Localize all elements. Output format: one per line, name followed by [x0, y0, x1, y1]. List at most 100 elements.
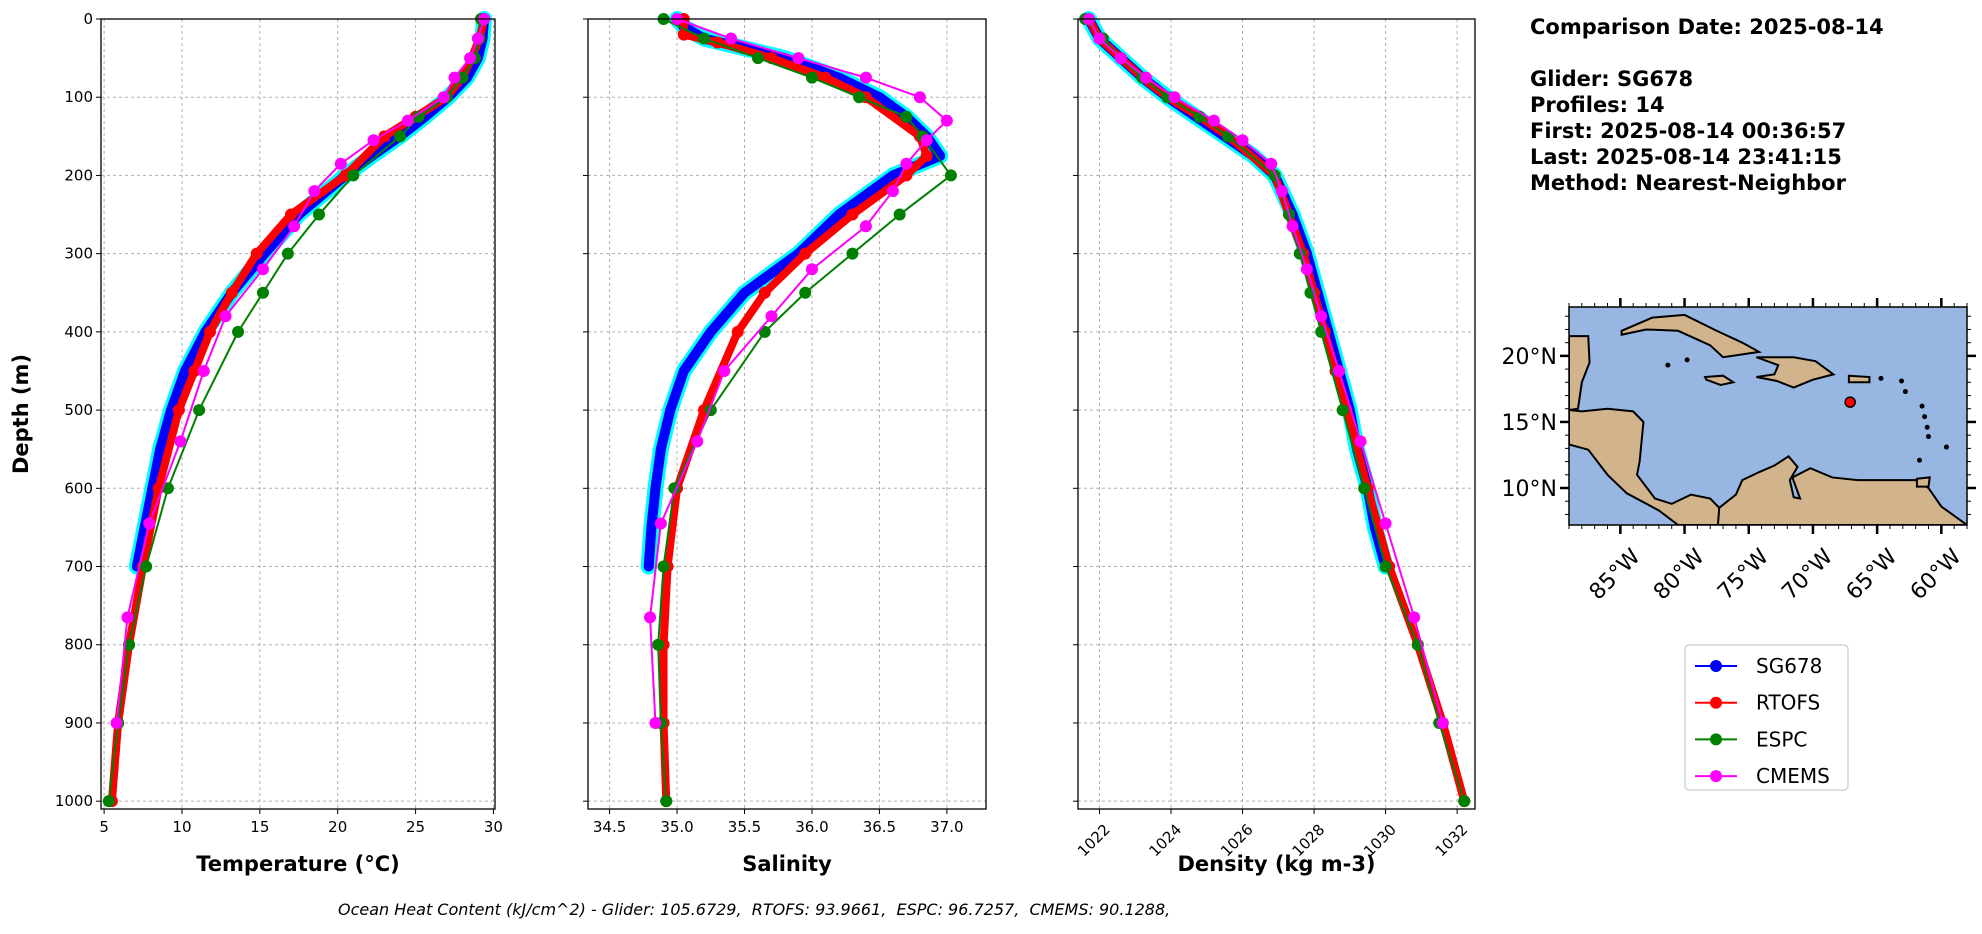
- data-point-cmems: [1207, 114, 1220, 127]
- data-point-cmems: [1275, 185, 1288, 198]
- legend-label: RTOFS: [1756, 691, 1820, 715]
- map-lon-tick-label: 70°W: [1777, 544, 1838, 605]
- data-point-espc: [161, 482, 174, 495]
- data-point-espc: [140, 560, 153, 573]
- data-point-rtofs: [284, 208, 297, 221]
- data-point-cmems: [725, 32, 738, 45]
- data-point-espc: [123, 638, 136, 651]
- data-point-cmems: [654, 517, 667, 530]
- island-marker: [1924, 424, 1930, 430]
- data-point-cmems: [649, 716, 662, 729]
- x-axis-label: Salinity: [742, 852, 832, 876]
- glider-spread-band: [1080, 11, 1394, 575]
- x-tick-label: 20: [328, 818, 347, 836]
- data-point-sg678: [155, 444, 166, 455]
- data-point-espc: [944, 169, 957, 182]
- data-point-cmems: [121, 611, 134, 624]
- data-point-cmems: [1300, 263, 1313, 276]
- legend-item-rtofs: RTOFS: [1695, 691, 1820, 715]
- map-lat-tick-label: 15°N: [1502, 411, 1557, 436]
- data-point-rtofs: [920, 149, 933, 162]
- glider-spread-band: [640, 11, 949, 575]
- data-point-espc: [232, 325, 245, 338]
- data-point-sg678: [678, 365, 689, 376]
- axes-frame: [587, 18, 987, 810]
- y-tick-label: 500: [64, 401, 93, 419]
- data-point-sg678: [650, 483, 661, 494]
- data-point-espc: [893, 208, 906, 221]
- data-point-cmems: [1093, 32, 1106, 45]
- data-point-sg678: [833, 209, 844, 220]
- glider-location-marker: [1844, 396, 1856, 408]
- island-marker: [1922, 414, 1928, 420]
- y-tick-label: 400: [64, 323, 93, 341]
- data-point-cmems: [1168, 91, 1181, 104]
- data-point-cmems: [1379, 517, 1392, 530]
- x-tick-label: 5: [99, 818, 109, 836]
- land-cuba: [1620, 313, 1763, 359]
- data-point-espc: [313, 208, 326, 221]
- data-point-espc: [193, 404, 206, 417]
- land-central-america: [1569, 407, 1725, 525]
- y-tick-label: 1000: [55, 792, 93, 810]
- island-marker: [1902, 389, 1908, 395]
- data-point-sg678: [643, 561, 654, 572]
- data-point-espc: [1379, 560, 1392, 573]
- last-time: Last: 2025-08-14 23:41:15: [1530, 145, 1842, 169]
- location-map: 85°W 80°W 75°W 70°W 65°W 60°W 10°N 15°N 20°N: [1502, 298, 1976, 605]
- map-lon-tick-label: 85°W: [1585, 544, 1646, 605]
- legend-item-sg678: SG678: [1695, 654, 1822, 678]
- data-point-cmems: [718, 364, 731, 377]
- series-line-sg678: [1084, 16, 1391, 568]
- island-marker: [1916, 457, 1922, 463]
- data-point-sg678: [180, 365, 191, 376]
- ocean-heat-content-footer: Ocean Heat Content (kJ/cm^2) - Glider: 1…: [338, 900, 1171, 919]
- data-point-cmems: [940, 114, 953, 127]
- data-point-cmems: [110, 716, 123, 729]
- panel-2: 34.5 35.0 35.5 36.0 36.5 37.0 Salinity: [583, 11, 987, 876]
- data-point-espc: [1336, 404, 1349, 417]
- data-point-cmems: [859, 220, 872, 233]
- data-point-rtofs: [225, 286, 238, 299]
- data-point-sg678: [665, 405, 676, 416]
- data-point-cmems: [464, 52, 477, 65]
- land-yucatan: [1569, 335, 1591, 412]
- data-point-rtofs: [731, 325, 744, 338]
- legend-marker: [1710, 770, 1722, 783]
- data-point-rtofs: [188, 364, 201, 377]
- data-point-espc: [412, 110, 425, 123]
- data-point-rtofs: [758, 286, 771, 299]
- island-marker: [1665, 362, 1671, 368]
- axes-frame: [100, 18, 496, 810]
- series-line-espc: [1084, 18, 1466, 802]
- data-point-cmems: [367, 134, 380, 147]
- legend-marker: [1710, 733, 1722, 746]
- y-tick-label: 100: [64, 88, 93, 106]
- x-tick-label: 1022: [1074, 821, 1114, 861]
- data-point-cmems: [920, 134, 933, 147]
- map-lon-tick-label: 75°W: [1713, 544, 1774, 605]
- series-line-cmems: [115, 18, 486, 724]
- data-point-espc: [698, 32, 711, 45]
- data-point-espc: [102, 795, 115, 808]
- x-tick-label: 36.0: [795, 818, 828, 836]
- data-point-sg678: [874, 92, 885, 103]
- glider-name: Glider: SG678: [1530, 67, 1694, 91]
- data-point-sg678: [655, 444, 666, 455]
- x-tick-label: 25: [406, 818, 425, 836]
- data-point-espc: [281, 247, 294, 260]
- data-point-cmems: [1265, 157, 1278, 170]
- data-point-cmems: [1436, 716, 1449, 729]
- data-point-espc: [805, 71, 818, 84]
- data-point-cmems: [792, 52, 805, 65]
- panel-1: 5 10 15 20 25 3001002003004005006007008009001…: [9, 10, 503, 876]
- data-point-cmems: [1354, 435, 1367, 448]
- x-tick-label: 1032: [1432, 821, 1472, 861]
- land-puerto-rico: [1847, 374, 1871, 384]
- legend-box: [1684, 644, 1849, 791]
- data-point-sg678: [705, 326, 716, 337]
- data-point-sg678: [887, 170, 898, 181]
- data-point-espc: [900, 110, 913, 123]
